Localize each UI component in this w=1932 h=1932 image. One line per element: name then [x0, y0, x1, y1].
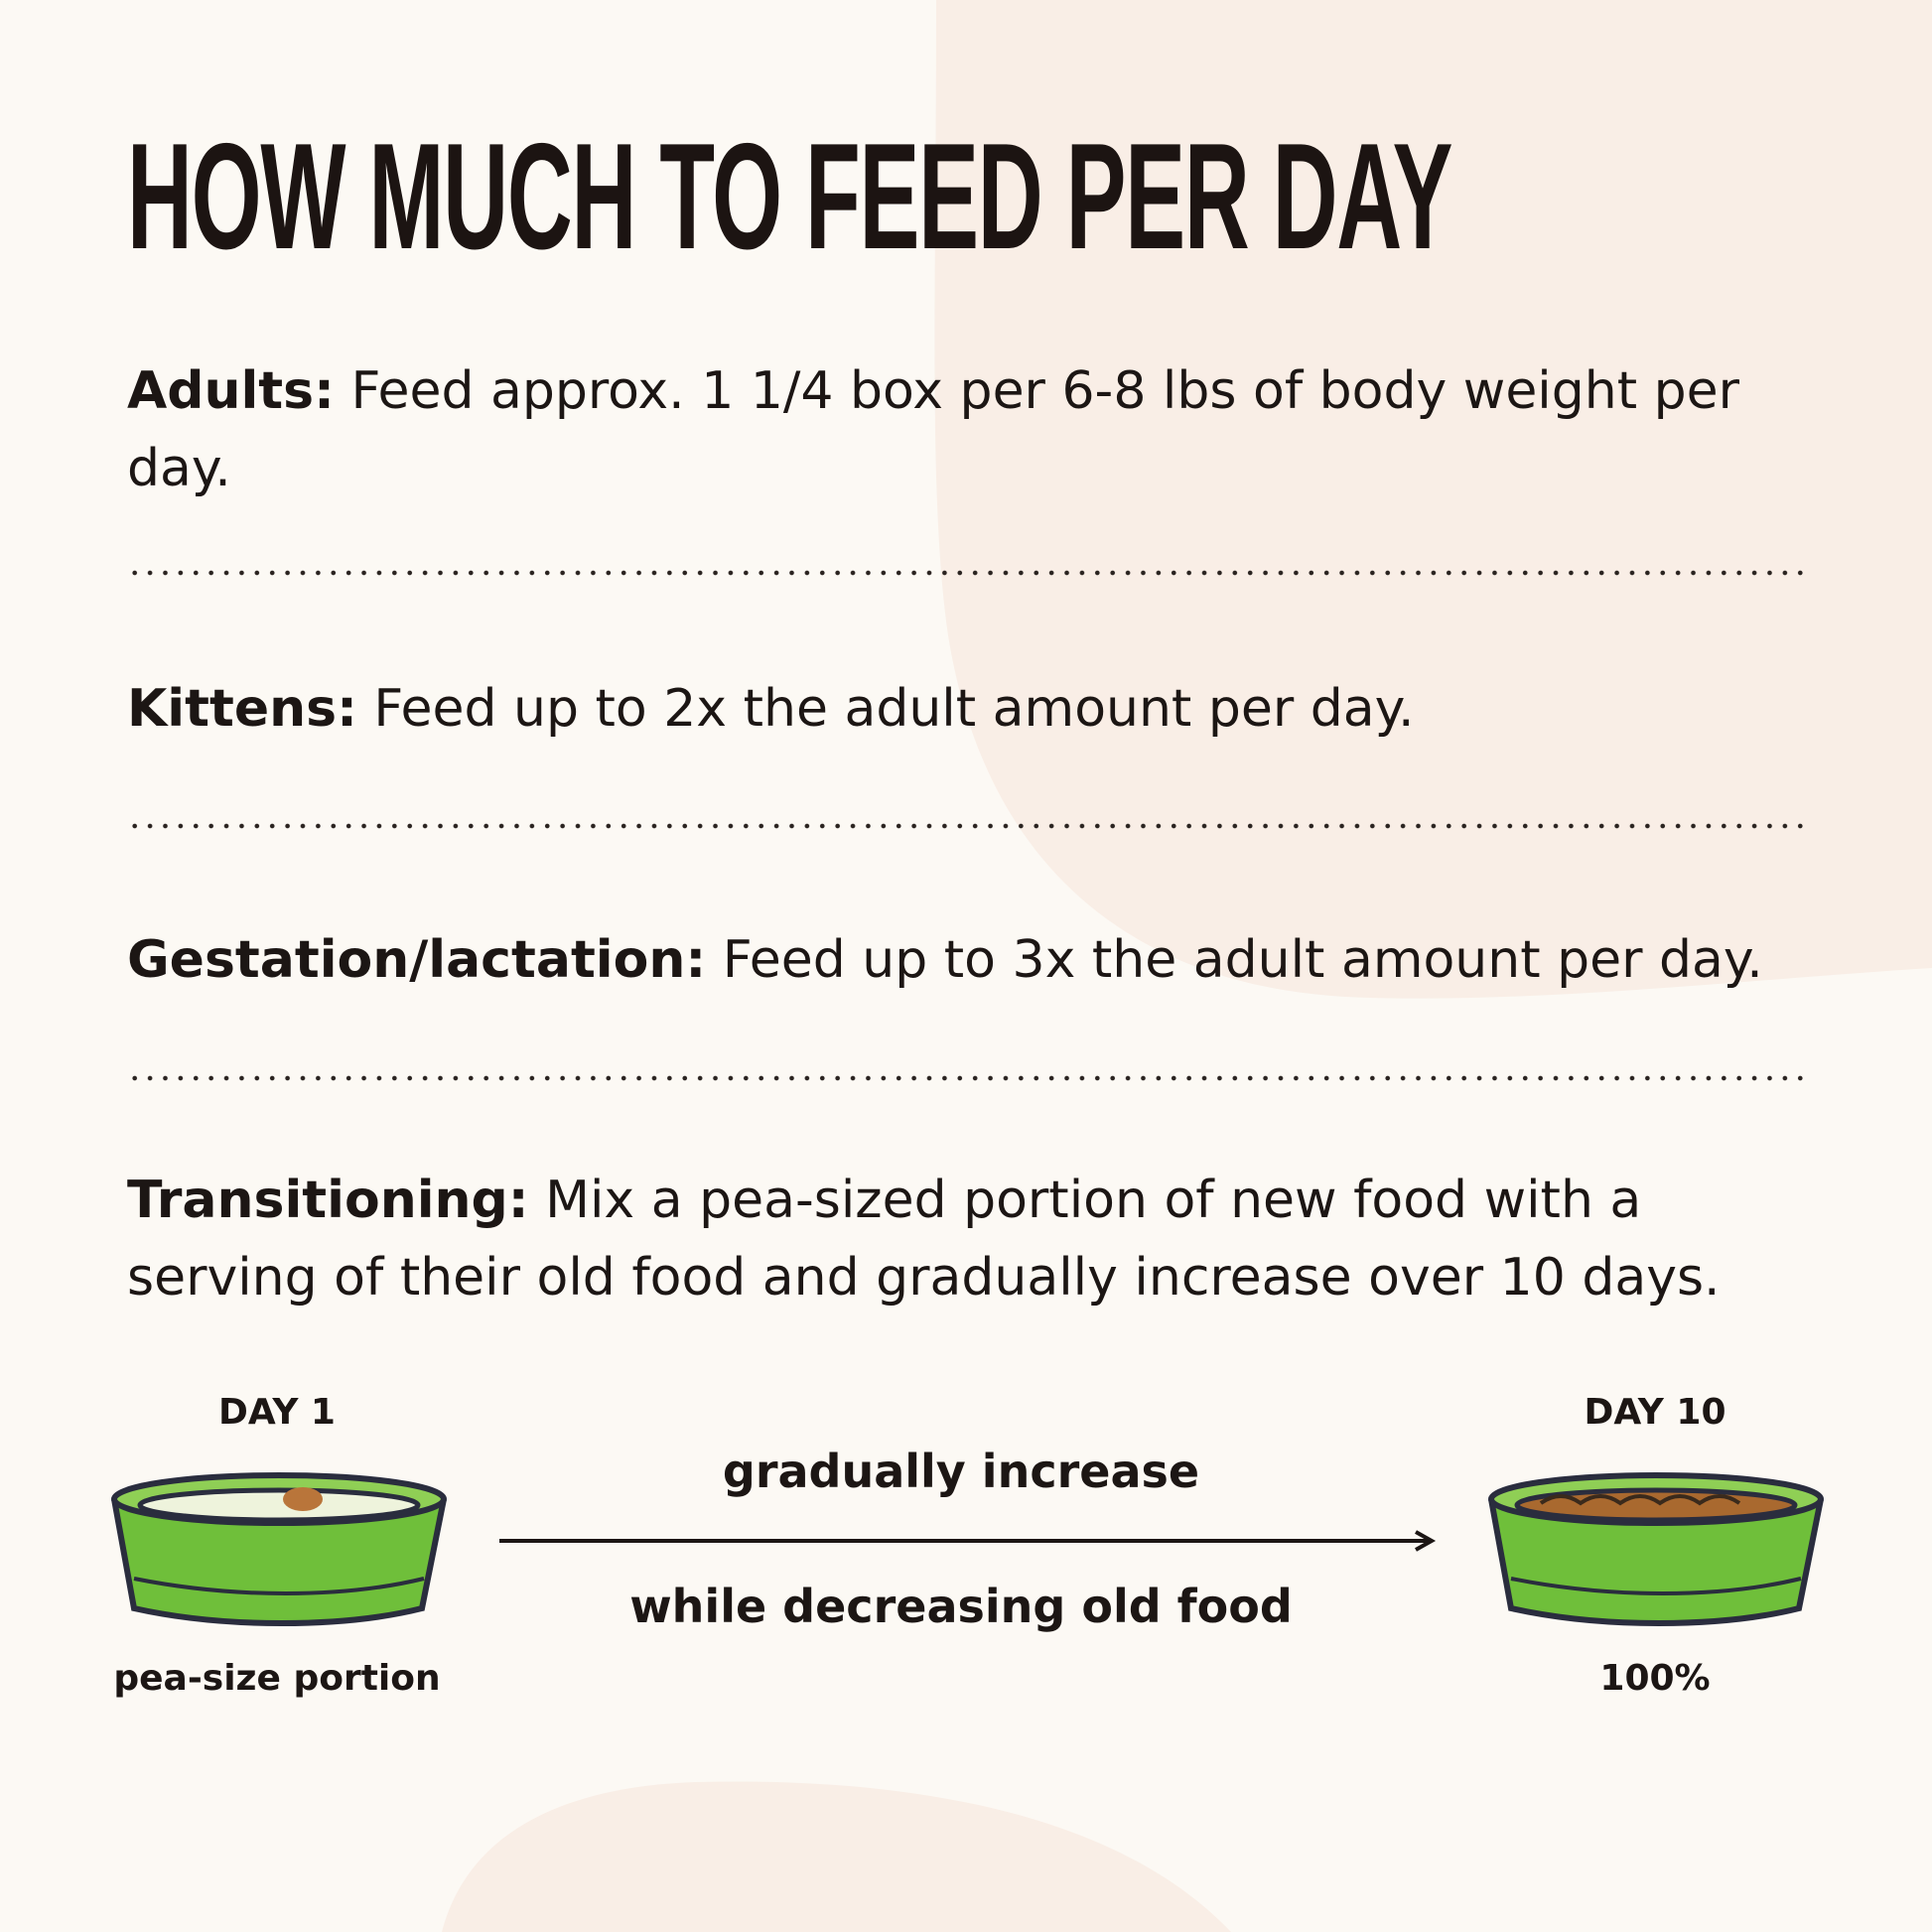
end-day-label: DAY 10: [1584, 1392, 1726, 1433]
bowl-with-pea-icon: [111, 1472, 447, 1626]
page-title: HOW MUCH TO FEED PER DAY: [127, 112, 1452, 281]
divider: [127, 1075, 1809, 1081]
divider: [127, 570, 1809, 576]
start-day-label: DAY 1: [218, 1392, 336, 1433]
bowl-full-icon: [1488, 1472, 1824, 1626]
kittens-text: Feed up to 2x the adult amount per day.: [356, 679, 1415, 739]
arrow-right-icon: [499, 1530, 1437, 1552]
divider: [127, 823, 1809, 829]
transitioning-section: Transitioning: Mix a pea-sized portion o…: [127, 1162, 1815, 1316]
gestation-text: Feed up to 3x the adult amount per day.: [706, 930, 1763, 990]
kittens-label: Kittens:: [127, 679, 357, 739]
gestation-label: Gestation/lactation:: [127, 930, 707, 990]
start-caption: pea-size portion: [113, 1658, 441, 1699]
transitioning-label: Transitioning:: [127, 1171, 529, 1230]
adults-label: Adults:: [127, 361, 335, 421]
transitioning-text: Mix a pea-sized portion of new food with…: [127, 1171, 1721, 1308]
end-caption: 100%: [1599, 1658, 1711, 1699]
gestation-section: Gestation/lactation: Feed up to 3x the a…: [127, 921, 1835, 999]
arrow-top-text: gradually increase: [722, 1445, 1200, 1498]
arrow-bottom-text: while decreasing old food: [629, 1580, 1293, 1633]
adults-section: Adults: Feed approx. 1 1/4 box per 6-8 l…: [127, 352, 1835, 507]
kittens-section: Kittens: Feed up to 2x the adult amount …: [127, 670, 1835, 748]
adults-text: Feed approx. 1 1/4 box per 6-8 lbs of bo…: [127, 361, 1740, 498]
